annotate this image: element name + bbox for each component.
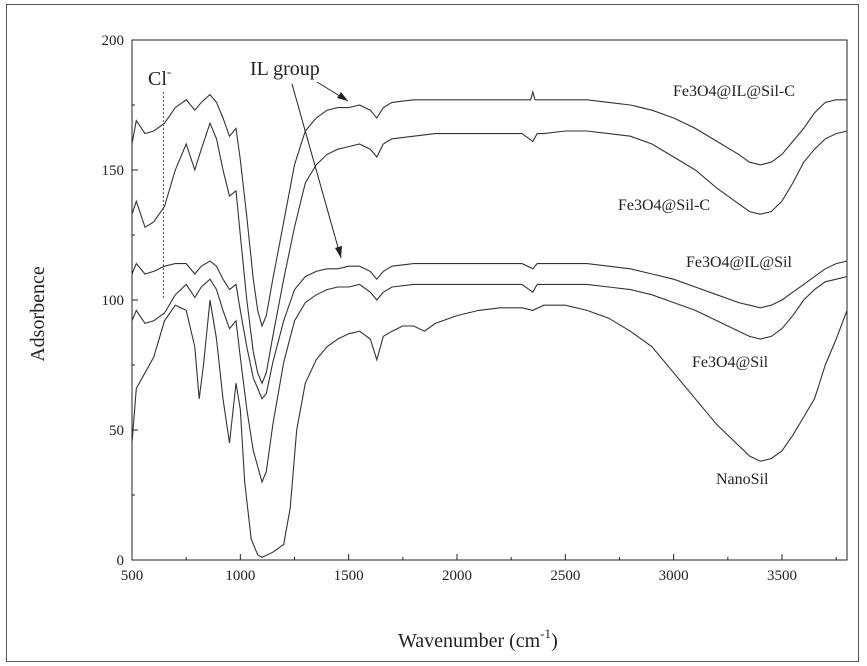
y-tick-label: 50: [109, 423, 124, 439]
series-line-2: [131, 260, 848, 400]
series-label-fe3o4-il-sil-c: Fe3O4@IL@Sil-C: [673, 83, 795, 100]
cl-annotation: Cl-: [148, 64, 171, 90]
series-label-nanosil: NanoSil: [716, 471, 769, 488]
series-label-fe3o4-il-sil: Fe3O4@IL@Sil: [686, 254, 792, 271]
il-arrow-lower-head: [335, 246, 342, 258]
x-tick-label: 2500: [550, 568, 580, 584]
figure-frame: [6, 4, 859, 662]
series-label-fe3o4-sil: Fe3O4@Sil: [692, 354, 769, 371]
x-tick-label: 1500: [334, 568, 364, 584]
x-tick-label: 3000: [659, 568, 689, 584]
y-tick-label: 100: [102, 293, 125, 309]
series-line-1: [131, 121, 848, 385]
x-axis-label: Wavenumber (cm-1): [398, 626, 558, 652]
x-tick-label: 500: [121, 568, 144, 584]
x-tick-label: 3500: [767, 568, 797, 584]
x-tick-label: 1000: [225, 568, 255, 584]
series-line-0: [131, 89, 847, 328]
il-arrow-lower: [291, 83, 342, 259]
series-layer: [131, 89, 848, 559]
x-tick-label: 2000: [442, 568, 472, 584]
y-axis-ticks: 0 50 100 150 200: [102, 33, 138, 569]
il-group-annotation: IL group: [250, 58, 320, 80]
series-label-fe3o4-sil-c: Fe3O4@Sil-C: [618, 197, 710, 214]
y-axis-label: Adsorbence: [27, 266, 49, 362]
y-tick-label: 200: [102, 33, 125, 49]
y-tick-label: 0: [117, 553, 125, 569]
x-axis-ticks: 500 1000 1500 2000 2500 3000 3500: [121, 554, 837, 584]
series-line-3: [131, 276, 848, 484]
y-tick-label: 150: [102, 163, 125, 179]
il-arrow-upper-head: [337, 92, 348, 101]
series-line-4: [131, 299, 848, 559]
